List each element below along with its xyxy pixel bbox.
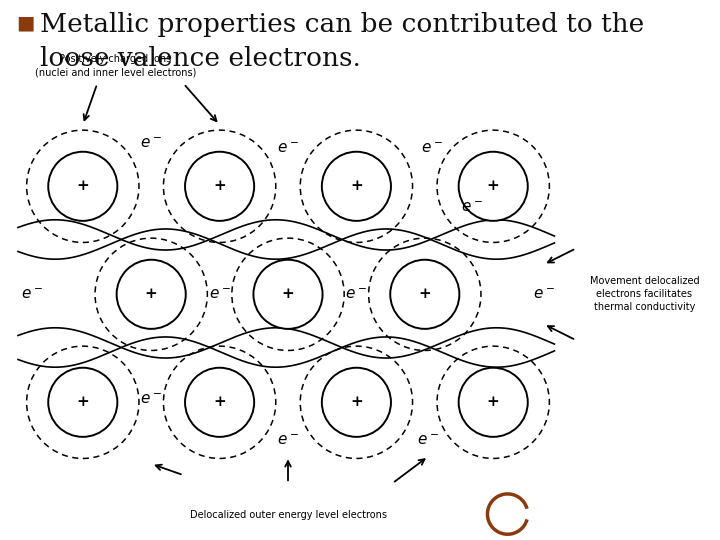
Text: $e^-$: $e^-$	[22, 287, 43, 302]
Text: $e^-$: $e^-$	[346, 287, 367, 302]
Ellipse shape	[185, 152, 254, 221]
Ellipse shape	[322, 152, 391, 221]
Text: +: +	[487, 395, 500, 409]
Ellipse shape	[322, 368, 391, 437]
Text: $e^-$: $e^-$	[140, 136, 162, 151]
Ellipse shape	[459, 152, 528, 221]
Text: $e^-$: $e^-$	[140, 392, 162, 407]
Text: +: +	[282, 287, 294, 301]
Text: +: +	[145, 287, 158, 301]
Text: Movement delocalized
electrons facilitates
thermal conductivity: Movement delocalized electrons facilitat…	[590, 276, 699, 313]
Text: $e^-$: $e^-$	[461, 200, 482, 215]
Text: loose valence electrons.: loose valence electrons.	[40, 46, 361, 71]
Ellipse shape	[48, 152, 117, 221]
Text: +: +	[213, 179, 226, 193]
Text: +: +	[76, 179, 89, 193]
Ellipse shape	[390, 260, 459, 329]
Ellipse shape	[185, 368, 254, 437]
Text: $e^-$: $e^-$	[533, 287, 554, 302]
Text: +: +	[350, 179, 363, 193]
Text: $e^-$: $e^-$	[421, 141, 443, 156]
Ellipse shape	[253, 260, 323, 329]
Text: $e^-$: $e^-$	[418, 433, 439, 448]
Text: $e^-$: $e^-$	[277, 141, 299, 156]
Text: Positively charged ions
(nuclei and inner level electrons): Positively charged ions (nuclei and inne…	[35, 54, 196, 77]
Text: +: +	[76, 395, 89, 409]
Text: Metallic properties can be contributed to the: Metallic properties can be contributed t…	[40, 12, 644, 37]
Text: ■: ■	[16, 14, 35, 32]
Text: $e^-$: $e^-$	[277, 433, 299, 448]
Ellipse shape	[117, 260, 186, 329]
Text: +: +	[418, 287, 431, 301]
Ellipse shape	[459, 368, 528, 437]
Text: +: +	[350, 395, 363, 409]
Text: +: +	[213, 395, 226, 409]
Ellipse shape	[48, 368, 117, 437]
Text: Delocalized outer energy level electrons: Delocalized outer energy level electrons	[189, 510, 387, 521]
Text: $e^-$: $e^-$	[209, 287, 230, 302]
Text: +: +	[487, 179, 500, 193]
